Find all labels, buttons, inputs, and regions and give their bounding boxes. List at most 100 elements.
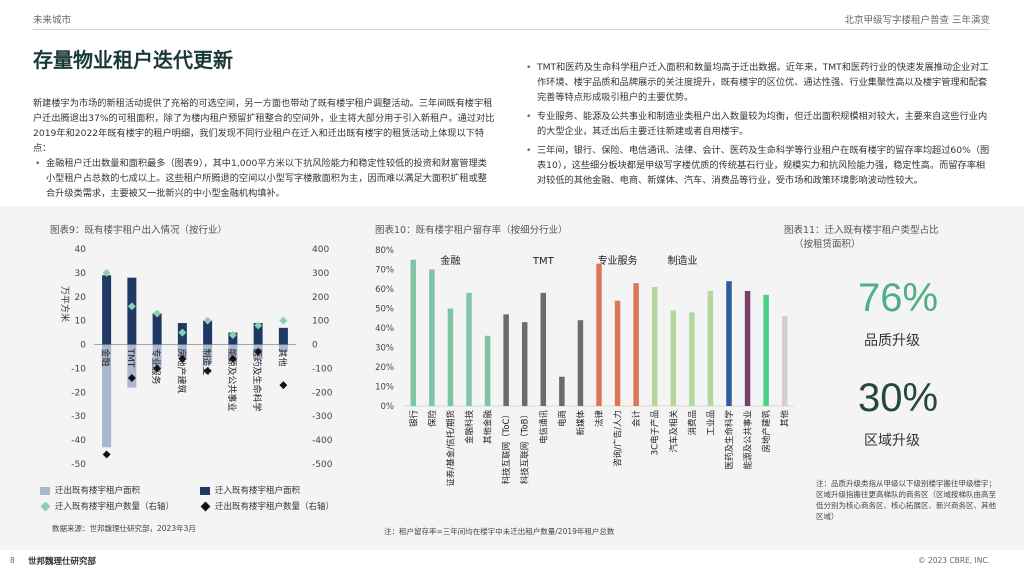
fig10-bar — [744, 290, 751, 406]
fig10-category-label: 汽车及相关 — [668, 410, 679, 453]
fig10-category-label: 金融科技 — [464, 410, 475, 445]
fig9-category-label: 金融 — [100, 349, 112, 367]
fig9-out-area-bar — [228, 344, 238, 362]
fig10-bar — [521, 322, 528, 406]
fig10-y-tick: 0% — [381, 402, 395, 412]
fig10-category-label: 科技互联网（ToC） — [501, 410, 512, 484]
fig9-left-tick: -40 — [71, 436, 86, 446]
fig9-out-count-marker — [178, 354, 187, 363]
fig10-bar — [651, 287, 658, 406]
fig9-right-tick: -300 — [312, 412, 333, 422]
fig10-bar — [503, 314, 509, 406]
left-bullet-list: 金融租户迁出数量和面积最多（图表9），其中1,000平方米以下抗风险能力和稳定性… — [33, 156, 495, 201]
fig10-category-label: 其他金融 — [483, 410, 494, 445]
fig10-title: 图表10：既有楼宇租户留存率（按细分行业） — [375, 225, 568, 236]
fig9-legend: 迁出既有楼宇租户面积 迁入既有楼宇租户面积 迁入既有楼宇租户数量（右轴） 迁出既… — [40, 484, 360, 518]
fig10-bar — [559, 376, 565, 406]
fig9-out-count-marker — [127, 374, 136, 382]
fig9-out-count-marker — [228, 354, 237, 363]
fig11-title: 图表11：迁入既有楼宇租户类型占比 — [784, 225, 939, 236]
fig10-bar — [726, 281, 732, 406]
fig10-category-label: 3C电子产品 — [650, 410, 661, 455]
fig10-bar — [466, 292, 472, 406]
chart-panel: 图表9：既有楼宇租户出入情况（按行业） 万平方米 40 30 20 10 0 -10 -20-… — [0, 206, 1024, 550]
legend-out-count: 迁出既有楼宇租户数量（右轴） — [200, 500, 334, 512]
fig9-left-tick: -30 — [71, 412, 86, 422]
fig10-category-label: 银行 — [408, 410, 419, 428]
bullet-tmt-medical: TMT和医药及生命科学租户迁入面积和数量均高于迁出数据。近年来，TMT和医药行业… — [524, 60, 992, 105]
fig9-category-label: 能源及公共事业 — [226, 349, 238, 412]
intro-paragraph: 新建楼宇为市场的新租活动提供了充裕的可选空间，另一方面也带动了既有楼宇租户调整活… — [33, 98, 495, 154]
fig9-category-label: 房地产建筑 — [175, 349, 187, 394]
fig10-category-label: 医药及生命科学 — [724, 410, 735, 470]
fig9-in-area-bar — [278, 327, 288, 345]
fig9-left-tick: 20 — [75, 293, 87, 303]
fig10-bar — [410, 259, 417, 406]
fig10-bar — [596, 263, 602, 406]
fig10-bar — [633, 283, 639, 406]
bullet-finance: 金融租户迁出数量和面积最多（图表9），其中1,000平方米以下抗风险能力和稳定性… — [33, 156, 495, 201]
page-title: 存量物业租户迭代更新 — [33, 48, 233, 72]
fig10-y-tick: 10% — [375, 383, 394, 393]
fig9-in-count-marker — [228, 331, 237, 339]
fig9-right-tick: 100 — [312, 317, 329, 327]
fig11-subtitle: （按租赁面积） — [794, 239, 861, 250]
fig9-category-label: 其他 — [276, 349, 288, 367]
fig10-group-label: TMT — [532, 256, 555, 267]
fig10-category-label: 会计 — [631, 410, 642, 428]
fig9-in-area-bar — [152, 313, 162, 345]
fig10-group-label: 制造业 — [668, 254, 698, 267]
legend-swatch-out-area — [40, 486, 50, 495]
upgrade-percentage: 76% — [858, 276, 939, 320]
fig10-category-label: 保险 — [427, 410, 438, 428]
fig10-y-tick: 40% — [375, 324, 394, 334]
legend-out-area: 迁出既有楼宇租户面积 — [40, 484, 140, 496]
fig9-right-tick: -100 — [312, 364, 333, 374]
fig10-category-label: 科技互联网（ToB） — [520, 410, 531, 484]
fig10-note: 注：租户留存率=三年间均在楼宇中未迁出租户数量/2019年租户总数 — [384, 527, 615, 536]
fig9-category-label: TMT — [125, 348, 135, 368]
fig10-bar — [447, 308, 454, 406]
header-report-title: 北京甲级写字楼租户普查 三年演变 — [844, 15, 990, 26]
legend-in-count: 迁入既有楼宇租户数量（右轴） — [40, 500, 174, 512]
fig9-left-tick: -10 — [71, 364, 86, 374]
fig9-left-tick: 40 — [75, 245, 87, 255]
fig9-right-tick: 300 — [312, 269, 329, 279]
fig9-out-area-bar — [152, 344, 162, 369]
fig9-out-area-bar — [127, 344, 137, 388]
legend-in-count-label: 迁入既有楼宇租户数量（右轴） — [55, 502, 175, 512]
fig9-out-area-bar — [177, 344, 187, 359]
fig10-bar — [429, 269, 435, 406]
fig9-category-label: 医药及生命科学 — [251, 349, 263, 412]
fig10-y-tick: 20% — [375, 363, 394, 373]
fig9-left-tick: -20 — [71, 388, 86, 398]
fig9-source: 数据来源：世邦魏理仕研究部，2023年3月 — [52, 524, 196, 533]
right-bullet-list: TMT和医药及生命科学租户迁入面积和数量均高于迁出数据。近年来，TMT和医药行业… — [524, 60, 992, 192]
fig9-right-tick: 0 — [312, 341, 318, 351]
fig9-left-tick: 0 — [80, 341, 86, 351]
fig9-out-count-marker — [279, 381, 288, 390]
fig10-group-label: 金融 — [440, 254, 460, 267]
legend-swatch-in-area — [200, 486, 210, 495]
fig10-bar — [781, 316, 788, 406]
fig10-group-label: 专业服务 — [598, 254, 638, 267]
fig9-left-tick: -50 — [71, 460, 86, 470]
fig9-right-tick: -500 — [312, 460, 333, 470]
fig9-in-count-marker — [153, 309, 162, 318]
fig10-y-tick: 70% — [375, 266, 394, 276]
legend-in-area: 迁入既有楼宇租户面积 — [200, 484, 300, 496]
fig10-y-tick: 80% — [375, 246, 394, 256]
fig10-bar — [484, 335, 491, 406]
fig9-out-count-marker — [153, 364, 162, 373]
fig9-in-count-marker — [279, 316, 288, 325]
fig9-right-tick: -200 — [312, 388, 333, 398]
fig10-bar — [577, 320, 584, 406]
fig9-in-count-marker — [102, 268, 111, 277]
fig10-y-tick: 50% — [375, 305, 394, 315]
fig10-chart: 80% 70% 60% 50% 40% 30% 20% 10% 0% 银行 保险 证券/基金/信托/期… — [375, 246, 794, 487]
fig9-in-area-bar — [253, 323, 263, 345]
fig10-bar — [707, 290, 714, 406]
fig10-y-tick: 60% — [375, 285, 394, 295]
fig10-category-label: 能源及公共事业 — [743, 410, 754, 470]
footer-copyright: © 2023 CBRE, INC. — [918, 556, 990, 565]
